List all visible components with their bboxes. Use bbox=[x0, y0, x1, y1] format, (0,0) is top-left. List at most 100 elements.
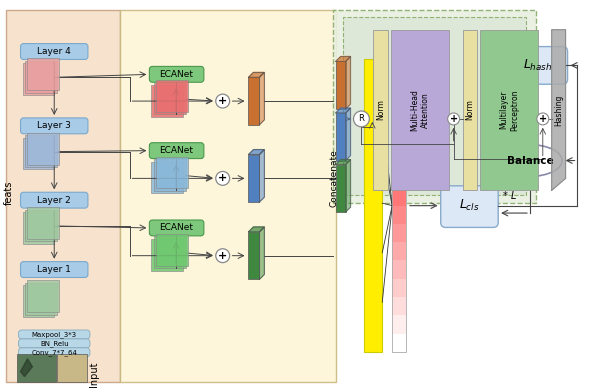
Bar bbox=[463, 30, 478, 190]
FancyBboxPatch shape bbox=[149, 143, 204, 159]
Text: Multi-Head
Attention: Multi-Head Attention bbox=[410, 89, 430, 131]
Bar bbox=[335, 62, 346, 109]
Text: Maxpool_3*3: Maxpool_3*3 bbox=[32, 332, 77, 339]
Circle shape bbox=[537, 113, 549, 125]
Text: Multilayer
Perceptron: Multilayer Perceptron bbox=[499, 89, 519, 131]
Bar bbox=[248, 77, 259, 125]
Text: Norm: Norm bbox=[376, 99, 385, 121]
Polygon shape bbox=[259, 150, 265, 202]
Text: ECANet: ECANet bbox=[159, 223, 193, 232]
FancyBboxPatch shape bbox=[441, 186, 498, 227]
Text: Input: Input bbox=[89, 362, 99, 387]
Text: feats: feats bbox=[4, 181, 14, 206]
Bar bbox=[392, 260, 406, 279]
Text: * L: * L bbox=[503, 191, 517, 201]
FancyBboxPatch shape bbox=[19, 348, 90, 357]
Text: $L_{cls}$: $L_{cls}$ bbox=[459, 198, 480, 213]
Polygon shape bbox=[248, 227, 265, 232]
Polygon shape bbox=[346, 108, 350, 161]
Bar bbox=[392, 150, 406, 169]
Polygon shape bbox=[259, 72, 265, 125]
Polygon shape bbox=[248, 150, 265, 154]
Bar bbox=[119, 10, 335, 381]
Bar bbox=[57, 354, 87, 381]
Bar bbox=[25, 283, 57, 315]
FancyBboxPatch shape bbox=[20, 118, 88, 134]
Bar bbox=[25, 61, 57, 93]
Bar bbox=[248, 154, 259, 202]
Polygon shape bbox=[20, 359, 32, 377]
FancyBboxPatch shape bbox=[20, 262, 88, 277]
Text: +: + bbox=[218, 96, 227, 106]
Bar bbox=[154, 83, 185, 114]
Text: Layer 3: Layer 3 bbox=[37, 121, 71, 130]
Bar bbox=[392, 296, 406, 315]
Bar bbox=[248, 232, 259, 280]
FancyBboxPatch shape bbox=[19, 330, 90, 339]
Text: Concatenate: Concatenate bbox=[329, 149, 338, 207]
Bar bbox=[364, 59, 382, 352]
Bar bbox=[5, 10, 119, 381]
FancyBboxPatch shape bbox=[149, 66, 204, 82]
Circle shape bbox=[216, 249, 230, 262]
Circle shape bbox=[216, 172, 230, 185]
Text: $L_{hash}$: $L_{hash}$ bbox=[523, 58, 553, 73]
Text: Norm: Norm bbox=[465, 99, 474, 121]
Bar bbox=[23, 138, 54, 170]
Bar bbox=[373, 30, 388, 190]
Bar bbox=[392, 114, 406, 133]
Text: +: + bbox=[218, 251, 227, 261]
Bar bbox=[28, 133, 59, 165]
Bar bbox=[392, 96, 406, 114]
Text: +: + bbox=[539, 114, 547, 124]
FancyBboxPatch shape bbox=[20, 44, 88, 59]
FancyBboxPatch shape bbox=[149, 220, 204, 236]
Text: +: + bbox=[449, 114, 458, 124]
Bar bbox=[392, 333, 406, 352]
FancyBboxPatch shape bbox=[20, 192, 88, 208]
Bar bbox=[28, 207, 59, 239]
Circle shape bbox=[216, 94, 230, 108]
Polygon shape bbox=[248, 72, 265, 77]
Bar bbox=[481, 30, 538, 190]
Text: Layer 1: Layer 1 bbox=[37, 265, 71, 274]
Polygon shape bbox=[552, 30, 566, 190]
Bar bbox=[392, 315, 406, 333]
Text: Hashing: Hashing bbox=[554, 94, 563, 126]
Bar bbox=[23, 64, 54, 95]
Text: ECANet: ECANet bbox=[159, 146, 193, 155]
Bar bbox=[157, 80, 188, 112]
FancyBboxPatch shape bbox=[508, 46, 568, 84]
Bar bbox=[23, 212, 54, 244]
Polygon shape bbox=[259, 227, 265, 280]
Bar bbox=[17, 354, 56, 381]
Bar bbox=[392, 77, 406, 96]
FancyBboxPatch shape bbox=[19, 339, 90, 348]
Text: Conv_7*7_64: Conv_7*7_64 bbox=[31, 349, 77, 356]
Bar bbox=[154, 236, 185, 268]
Bar bbox=[157, 234, 188, 266]
Bar bbox=[392, 59, 406, 352]
Bar bbox=[392, 242, 406, 261]
Text: +: + bbox=[218, 174, 227, 183]
Text: Layer 2: Layer 2 bbox=[37, 196, 71, 205]
Bar bbox=[392, 205, 406, 224]
Bar bbox=[151, 85, 183, 117]
Circle shape bbox=[353, 111, 370, 127]
Polygon shape bbox=[346, 160, 350, 212]
Polygon shape bbox=[335, 108, 350, 113]
Bar bbox=[151, 239, 183, 271]
Bar bbox=[28, 280, 59, 312]
Text: Layer 4: Layer 4 bbox=[37, 47, 71, 56]
Bar bbox=[28, 58, 59, 90]
Bar bbox=[392, 187, 406, 206]
Bar bbox=[392, 59, 406, 78]
Polygon shape bbox=[346, 57, 350, 109]
Bar bbox=[335, 165, 346, 212]
Text: ECANet: ECANet bbox=[159, 70, 193, 79]
Text: BN_Relu: BN_Relu bbox=[40, 340, 68, 347]
Ellipse shape bbox=[498, 145, 562, 176]
Bar bbox=[151, 161, 183, 193]
Bar bbox=[392, 168, 406, 187]
Bar bbox=[25, 135, 57, 167]
